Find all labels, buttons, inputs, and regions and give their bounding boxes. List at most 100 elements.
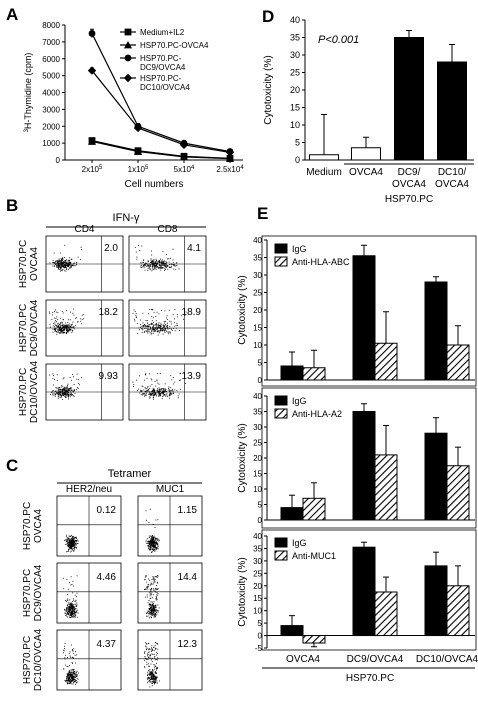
panelC-dot (68, 548, 70, 550)
panelC-dot (72, 537, 74, 539)
panelC-dot (153, 542, 155, 544)
panelB-dot (49, 312, 51, 314)
panelB-dot (147, 261, 149, 263)
panelB-dot (143, 393, 145, 395)
panelC-dot (151, 539, 153, 541)
panelB-dot (160, 393, 162, 394)
panelB-dot (61, 260, 63, 262)
panelB-dot (66, 328, 67, 330)
panelC-dot (147, 586, 149, 588)
panelB-dot (64, 389, 66, 391)
panelC-dot (146, 589, 148, 590)
panelB-dot (63, 265, 65, 267)
panelB-dot (153, 260, 155, 262)
a-y-tick-label: 3000 (42, 105, 60, 114)
panelB-dot (66, 260, 68, 262)
panelB-dot (56, 325, 58, 327)
panelB-dot (71, 324, 73, 326)
panelB-dot (61, 311, 63, 312)
panelC-dot (146, 587, 148, 589)
panelB-dot (152, 317, 154, 319)
panelB-dot (154, 330, 156, 332)
panelB-dot (151, 392, 153, 394)
panelC-dot (155, 596, 157, 598)
panelC-dot (65, 680, 66, 682)
panelC-dot (153, 681, 155, 683)
panelC-dot (151, 535, 152, 537)
panelB-dot (143, 332, 145, 333)
panelC-dot (65, 534, 67, 536)
panelB-dot (145, 320, 147, 322)
panelC-dot (71, 671, 73, 673)
panelC-dot (72, 683, 74, 685)
panelB-dot (159, 330, 160, 332)
panelB-dot (52, 331, 54, 333)
panelC-dot (73, 675, 74, 677)
panelB-dot (63, 331, 65, 333)
panelB-dot (63, 329, 65, 331)
panelB-dot (167, 327, 169, 329)
panelC-dot (66, 605, 68, 607)
panelB-dot (171, 389, 173, 391)
panelB-dot (169, 331, 171, 333)
d-category-label-line: OVCA4 (392, 179, 426, 190)
panelC-dot (66, 678, 68, 680)
panelC-dot (70, 536, 72, 537)
panelB-dot (72, 262, 74, 264)
panelB-dot (133, 384, 135, 385)
panelC-dot (154, 547, 156, 549)
panelB-dot (169, 332, 171, 334)
panelC-dot (153, 537, 155, 539)
panelC-dot (144, 652, 146, 654)
panelC-dot (147, 585, 149, 587)
panelB-dot (52, 378, 54, 380)
panelC-dot (151, 612, 153, 614)
panelB-dot (70, 328, 72, 330)
panelB-dot (168, 333, 170, 335)
panelB-dot (62, 385, 64, 387)
panelB-dot (144, 325, 146, 327)
panelB-dot (170, 266, 172, 268)
panelB-dot (149, 385, 151, 387)
panelC-dot (158, 539, 160, 541)
panelC-dot (71, 550, 73, 552)
panelB-dot (155, 322, 157, 324)
panelE2-y-tick-label: 30 (253, 423, 262, 432)
panelB-dot (167, 327, 169, 329)
panelB-dot (67, 322, 69, 323)
panelB-dot (165, 389, 167, 391)
panelC-dot (149, 610, 151, 612)
panelC-dot (73, 679, 75, 681)
panelB-dot (169, 397, 170, 399)
panelB-dot (155, 385, 157, 387)
panelB-dot (71, 332, 73, 333)
panelB-dot (63, 393, 65, 395)
panelE1-y-tick-label: 0 (258, 376, 263, 385)
panelC-dot (149, 543, 151, 545)
panelB-dot (161, 392, 163, 394)
panelB-dot (167, 265, 169, 267)
panelB-dot (60, 261, 62, 263)
a-legend-label-line: HSP70.PC- (140, 54, 182, 63)
panelC-dot (66, 541, 67, 543)
panelB-dot (66, 329, 68, 331)
panelC-dot (73, 536, 75, 537)
panelB-dot (72, 391, 74, 393)
panelB-dot (55, 387, 57, 389)
panelC-dot (74, 604, 76, 606)
panelC-dot (72, 538, 74, 540)
panelC-dot (155, 682, 157, 683)
panelB-dot (52, 384, 54, 386)
panelB-dot (68, 394, 70, 395)
panelC-dot (155, 610, 157, 612)
panelB-dot (56, 374, 58, 376)
panelB-dot (70, 387, 72, 389)
panelC-dot (65, 539, 67, 540)
panelB-dot (60, 329, 62, 331)
panelB-dot (58, 266, 60, 268)
panelB-dot (153, 390, 155, 391)
panelB-dot (166, 326, 168, 328)
panelC-dot (67, 676, 69, 678)
panelC-dot (146, 642, 148, 644)
panelB-dot (69, 267, 71, 269)
